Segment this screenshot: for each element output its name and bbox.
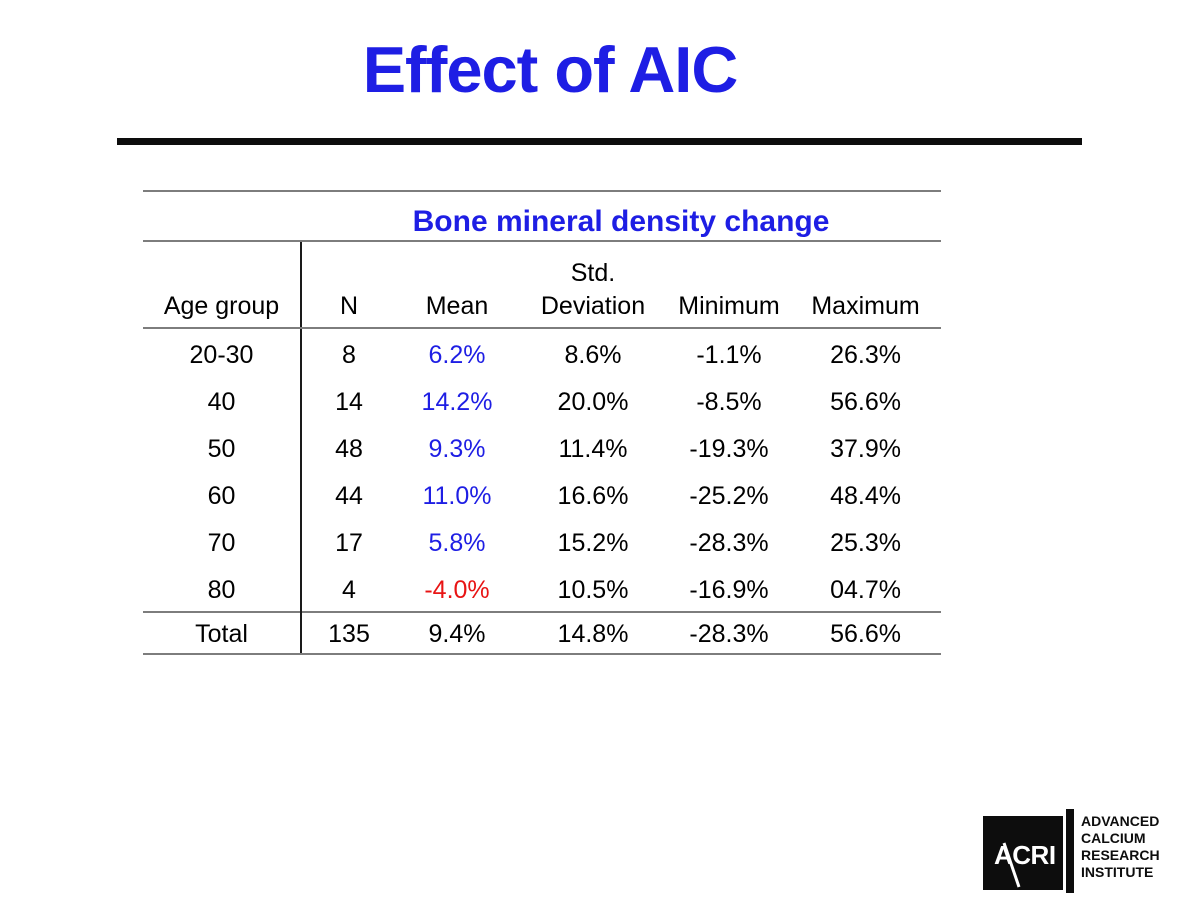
cell-age-group: 60 bbox=[143, 470, 302, 517]
cell-age-group: 80 bbox=[143, 564, 302, 612]
cell-std: 11.4% bbox=[558, 435, 628, 463]
logo-text-line: RESEARCH bbox=[1081, 847, 1160, 863]
acri-logo-diagonal bbox=[1002, 842, 1021, 888]
table-row: 40 14 14.2% 20.0% -8.5% 56.6% bbox=[143, 376, 941, 423]
cell-min: -8.5% bbox=[696, 388, 762, 416]
cell-age-group: 40 bbox=[143, 376, 302, 423]
acri-logo-square bbox=[983, 816, 1063, 890]
bmd-table: Bone mineral density change Age group N … bbox=[143, 190, 942, 655]
cell-age-group: 70 bbox=[143, 517, 302, 564]
column-header-std-line1: Std. bbox=[570, 259, 616, 287]
cell-n: 8 bbox=[342, 341, 356, 369]
logo-text-line: INSTITUTE bbox=[1081, 864, 1154, 880]
slide-title: Effect of AIC bbox=[362, 33, 739, 106]
cell-age-group: 50 bbox=[143, 423, 302, 470]
column-header-maximum: Maximum bbox=[790, 241, 942, 329]
cell-max: 56.6% bbox=[830, 388, 901, 416]
acri-logo-text: ADVANCED CALCIUM RESEARCH INSTITUTE bbox=[1081, 813, 1160, 881]
table-row: 20-30 8 6.2% 8.6% -1.1% 26.3% bbox=[143, 328, 941, 376]
cell-total-min: -28.3% bbox=[668, 611, 790, 655]
cell-mean: 14.2% bbox=[421, 388, 493, 416]
cell-min: -19.3% bbox=[689, 435, 769, 463]
cell-n: 14 bbox=[335, 388, 363, 416]
cell-max: 26.3% bbox=[830, 341, 901, 369]
cell-max: 37.9% bbox=[830, 435, 901, 463]
acri-logo-divider bbox=[1066, 809, 1074, 893]
cell-max: 25.3% bbox=[830, 529, 901, 557]
column-header-age-group: Age group bbox=[143, 241, 302, 329]
caption-spacer bbox=[143, 190, 301, 242]
table-total-row: Total 135 9.4% 14.8% -28.3% 56.6% bbox=[143, 611, 942, 655]
column-header-minimum: Minimum bbox=[668, 241, 790, 329]
table-header-row: Age group N Mean Std. Deviation Minimum … bbox=[143, 241, 942, 329]
table-row: 70 17 5.8% 15.2% -28.3% 25.3% bbox=[143, 517, 941, 564]
cell-max: 04.7% bbox=[830, 576, 901, 604]
cell-std: 20.0% bbox=[557, 388, 629, 416]
cell-n: 4 bbox=[342, 576, 356, 604]
cell-mean: 9.3% bbox=[428, 435, 486, 463]
table-row: 60 44 11.0% 16.6% -25.2% 48.4% bbox=[143, 470, 941, 517]
column-header-std-deviation: Std. Deviation bbox=[518, 241, 668, 329]
cell-std: 8.6% bbox=[564, 341, 622, 369]
cell-mean: 11.0% bbox=[422, 482, 492, 510]
cell-mean: 6.2% bbox=[428, 341, 486, 369]
cell-max: 48.4% bbox=[830, 482, 901, 510]
cell-n: 44 bbox=[335, 482, 363, 510]
cell-std: 16.6% bbox=[557, 482, 629, 510]
table-caption: Bone mineral density change bbox=[301, 190, 942, 242]
title-rule bbox=[117, 138, 1082, 145]
cell-mean: 5.8% bbox=[428, 529, 486, 557]
cell-total-n: 135 bbox=[301, 611, 396, 655]
cell-mean: -4.0% bbox=[424, 576, 490, 604]
column-header-std-line2: Deviation bbox=[540, 292, 646, 320]
cell-min: -25.2% bbox=[689, 482, 769, 510]
cell-total-label: Total bbox=[143, 611, 302, 655]
column-header-n: N bbox=[301, 241, 396, 329]
logo-text-line: ADVANCED bbox=[1081, 813, 1160, 829]
column-header-mean: Mean bbox=[396, 241, 518, 329]
logo-text-line: CALCIUM bbox=[1081, 830, 1146, 846]
cell-min: -1.1% bbox=[696, 341, 762, 369]
cell-total-max: 56.6% bbox=[790, 611, 942, 655]
cell-age-group: 20-30 bbox=[143, 328, 302, 376]
table-caption-row: Bone mineral density change bbox=[143, 190, 942, 242]
cell-n: 17 bbox=[335, 529, 363, 557]
table-row: 50 48 9.3% 11.4% -19.3% 37.9% bbox=[143, 423, 941, 470]
cell-total-mean: 9.4% bbox=[396, 611, 518, 655]
acri-logo-mark: ACRI bbox=[983, 816, 1063, 890]
cell-std: 15.2% bbox=[557, 529, 629, 557]
cell-std: 10.5% bbox=[557, 576, 629, 604]
cell-n: 48 bbox=[335, 435, 363, 463]
table-row: 80 4 -4.0% 10.5% -16.9% 04.7% bbox=[143, 564, 941, 612]
cell-total-std: 14.8% bbox=[518, 611, 668, 655]
cell-min: -28.3% bbox=[689, 529, 769, 557]
cell-min: -16.9% bbox=[689, 576, 769, 604]
